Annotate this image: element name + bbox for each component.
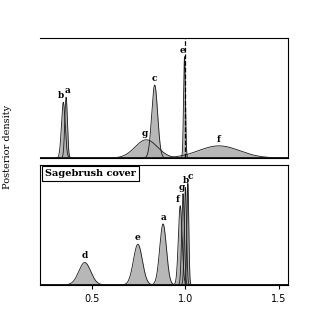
Text: d: d [82, 252, 88, 260]
Text: f: f [175, 195, 180, 204]
Text: Posterior density: Posterior density [3, 105, 12, 189]
Text: b: b [58, 91, 64, 100]
Text: f: f [217, 135, 221, 144]
Text: c: c [152, 74, 157, 83]
Text: a: a [160, 213, 166, 222]
Text: a: a [65, 86, 71, 95]
Text: b: b [183, 176, 189, 186]
Text: g: g [141, 129, 148, 138]
Text: e: e [180, 46, 185, 55]
Text: e: e [135, 233, 141, 242]
Text: g: g [179, 183, 185, 192]
Text: Sagebrush cover: Sagebrush cover [45, 169, 136, 178]
Text: c: c [188, 172, 193, 181]
